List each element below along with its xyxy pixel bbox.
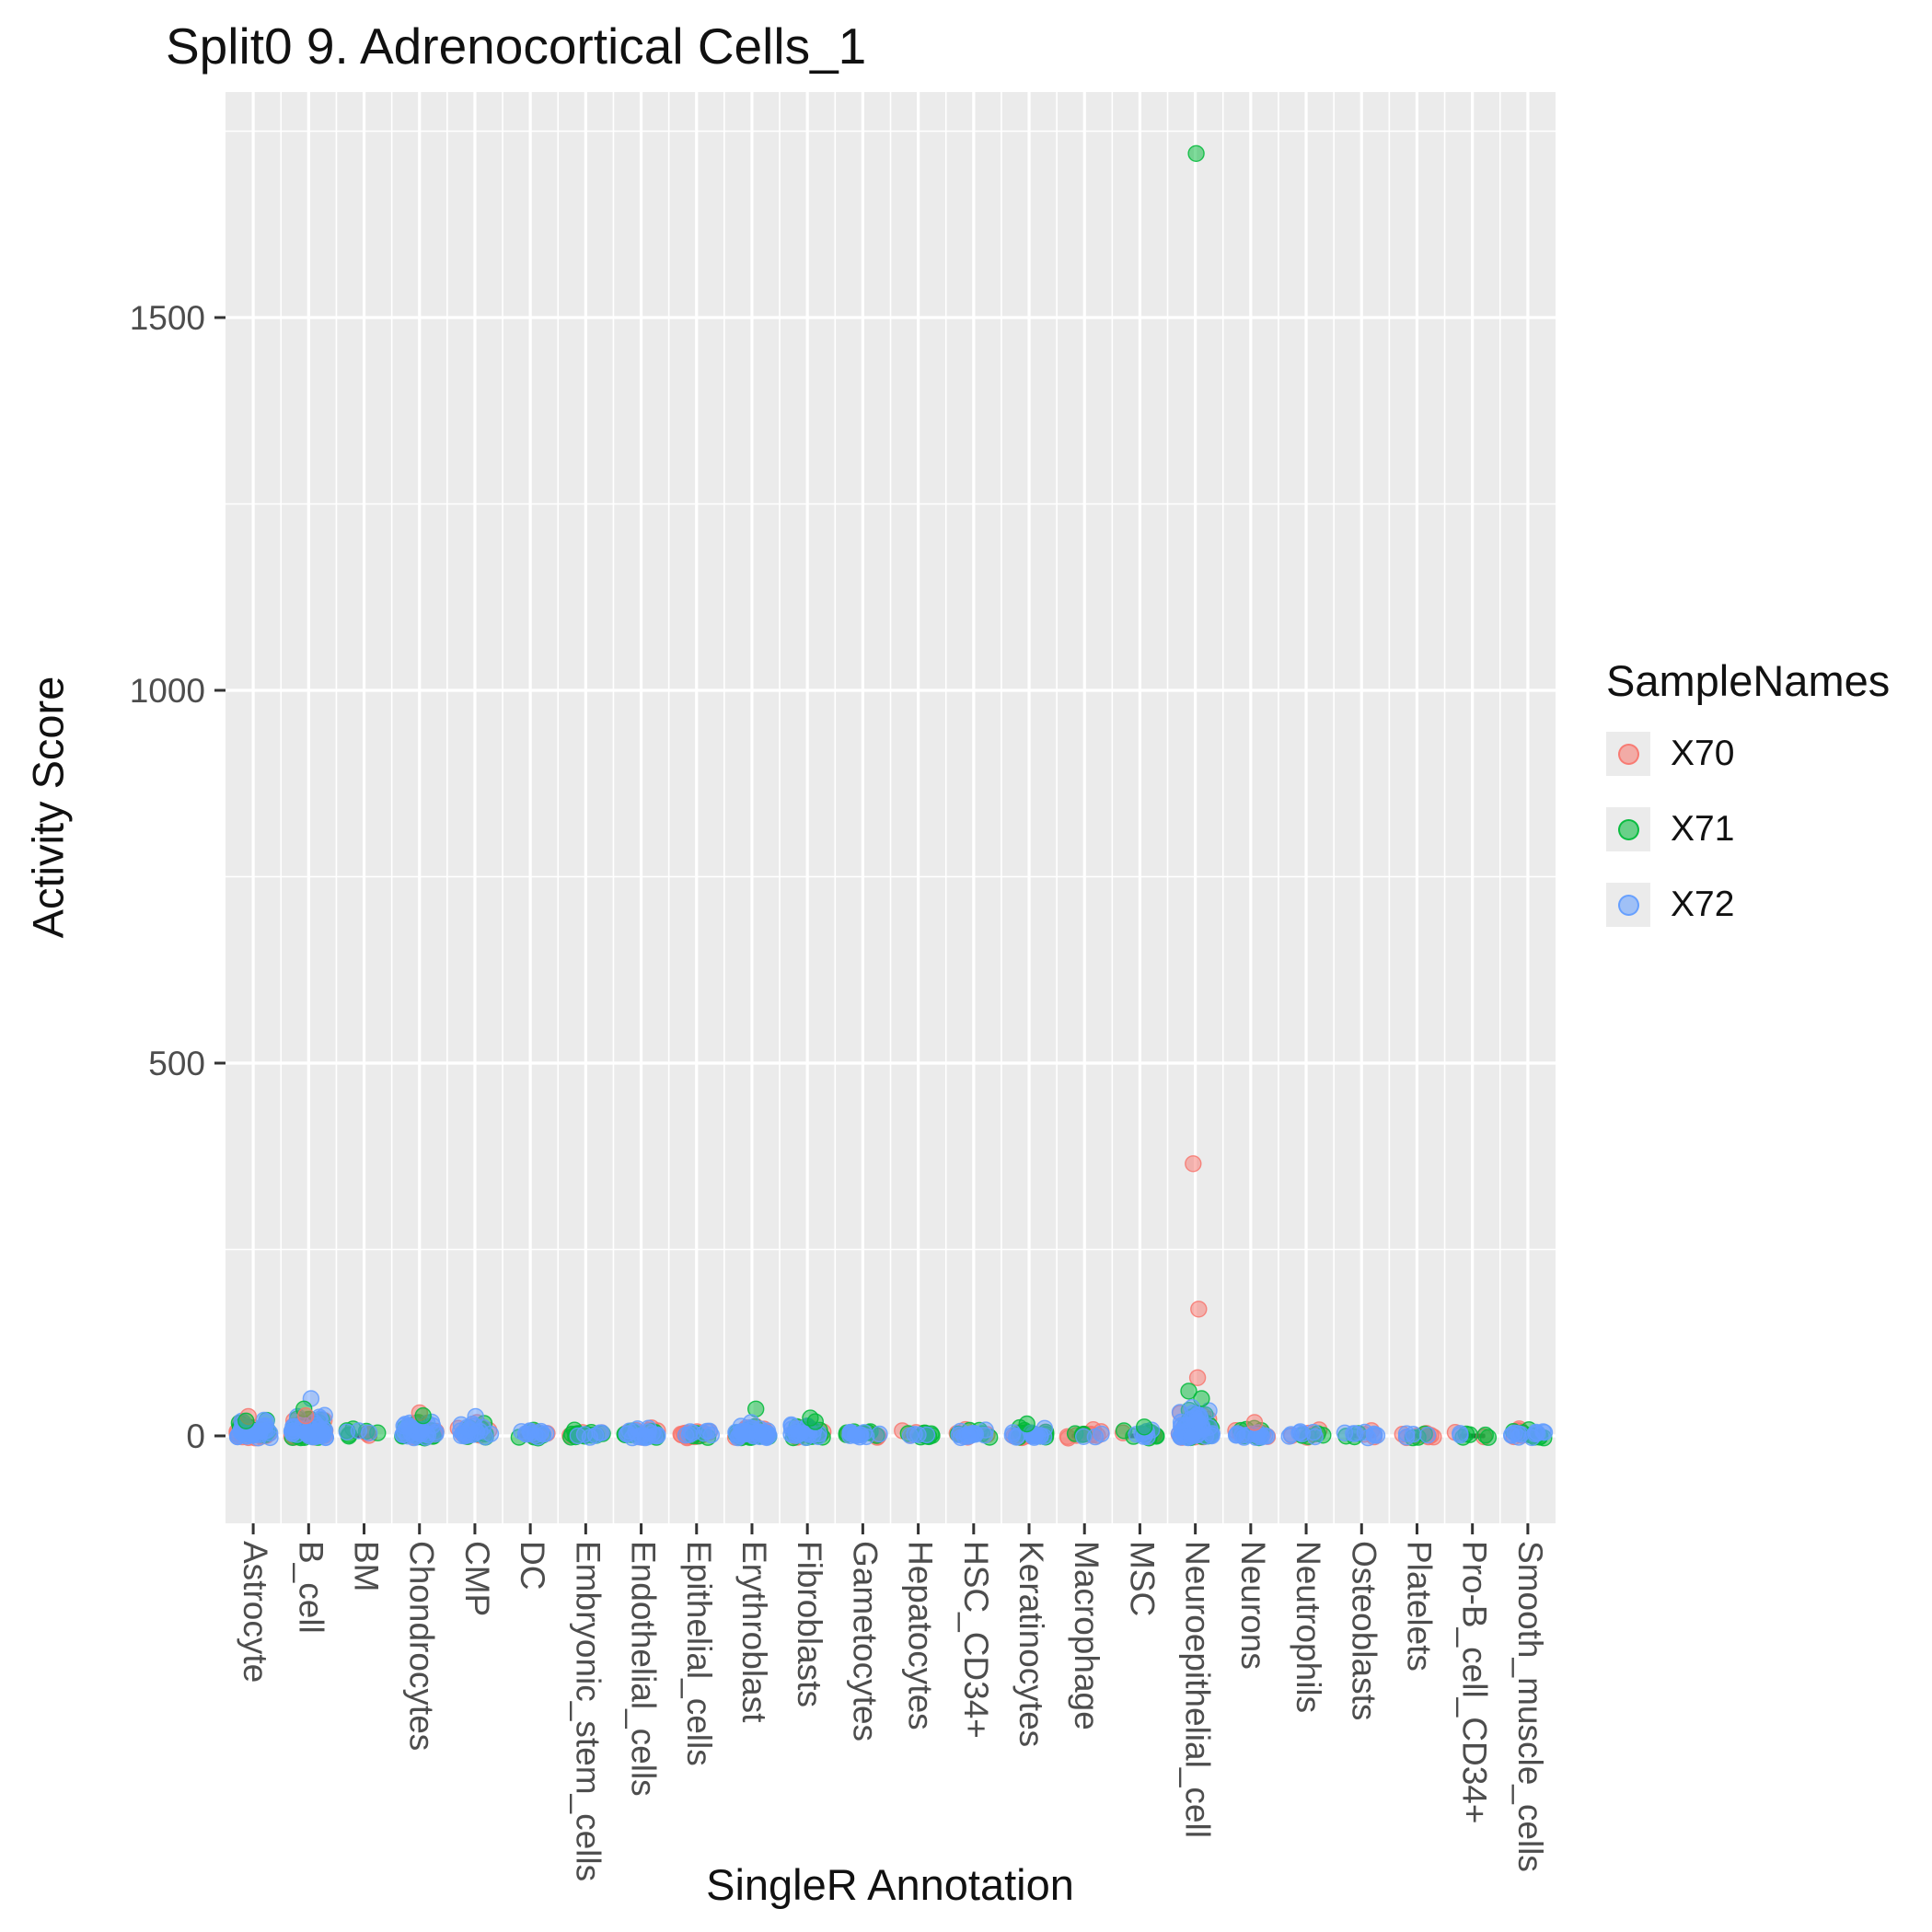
x-tick-label: Neuroepithelial_cell bbox=[1179, 1541, 1217, 1838]
data-point bbox=[1257, 1428, 1276, 1445]
data-point bbox=[467, 1407, 484, 1426]
data-point bbox=[700, 1422, 718, 1440]
legend-entry-x71[interactable]: X71 bbox=[1606, 807, 1890, 851]
data-point bbox=[1479, 1429, 1498, 1446]
x-tick-label: DC bbox=[514, 1541, 551, 1590]
data-point bbox=[1093, 1425, 1110, 1443]
data-points bbox=[228, 145, 1554, 1447]
data-point bbox=[1187, 145, 1205, 163]
x-tick-label: Endothelial_cells bbox=[625, 1541, 663, 1797]
data-point bbox=[1290, 1424, 1308, 1441]
x-tick-label: Astrocyte bbox=[237, 1541, 274, 1683]
x-tick-label: HSC_CD34+ bbox=[957, 1541, 995, 1739]
data-point bbox=[1418, 1426, 1437, 1444]
data-point bbox=[1452, 1425, 1469, 1442]
x-tick-label: Chondrocytes bbox=[403, 1541, 441, 1751]
data-point bbox=[1025, 1429, 1043, 1446]
y-tick-label: 1500 bbox=[130, 299, 205, 337]
x-tick-label: Platelets bbox=[1400, 1541, 1438, 1672]
data-point bbox=[1003, 1427, 1022, 1444]
data-point bbox=[361, 1424, 378, 1442]
legend-entry-x72[interactable]: X72 bbox=[1606, 883, 1890, 927]
legend-key bbox=[1606, 732, 1650, 776]
data-point bbox=[681, 1423, 700, 1440]
data-point bbox=[1523, 1429, 1541, 1447]
data-point bbox=[1503, 1426, 1521, 1443]
data-point bbox=[1245, 1414, 1264, 1431]
data-point bbox=[1397, 1425, 1416, 1442]
data-point bbox=[1183, 1398, 1201, 1417]
data-point bbox=[468, 1423, 485, 1441]
data-point bbox=[1304, 1423, 1323, 1441]
legend-dot-icon bbox=[1617, 818, 1639, 840]
x-tick-label: Embryonic_stem_cells bbox=[569, 1541, 607, 1881]
gridlines bbox=[226, 92, 1556, 1523]
x-tick-label: Keratinocytes bbox=[1012, 1541, 1050, 1747]
x-tick-label: Macrophage bbox=[1068, 1541, 1105, 1730]
legend-label: X72 bbox=[1671, 885, 1735, 924]
data-point bbox=[1365, 1427, 1383, 1444]
legend-entry-x70[interactable]: X70 bbox=[1606, 732, 1890, 776]
x-tick-label: Smooth_muscle_cells bbox=[1511, 1541, 1549, 1872]
data-point bbox=[591, 1424, 608, 1441]
x-tick-label: Epithelial_cells bbox=[680, 1541, 718, 1766]
legend-dot-icon bbox=[1617, 743, 1639, 765]
y-tick-label: 1000 bbox=[130, 672, 205, 710]
data-point bbox=[806, 1413, 824, 1430]
data-point bbox=[297, 1406, 315, 1425]
x-tick-label: Erythroblast bbox=[735, 1541, 773, 1723]
y-tick-label: 0 bbox=[186, 1417, 205, 1455]
data-point bbox=[1188, 1369, 1207, 1387]
data-point bbox=[742, 1414, 760, 1431]
legend-key bbox=[1606, 883, 1650, 927]
x-tick-label: Pro-B_cell_CD34+ bbox=[1456, 1541, 1494, 1823]
data-point bbox=[517, 1425, 536, 1443]
data-point bbox=[871, 1425, 888, 1443]
data-point bbox=[298, 1425, 317, 1443]
legend-label: X71 bbox=[1671, 809, 1735, 849]
data-point bbox=[418, 1425, 435, 1442]
data-point bbox=[619, 1425, 637, 1442]
x-tick-label: MSC bbox=[1123, 1541, 1161, 1616]
data-point bbox=[400, 1418, 419, 1437]
x-tick-label: CMP bbox=[458, 1541, 496, 1616]
x-tick-label: Neurons bbox=[1234, 1541, 1272, 1670]
x-tick-label: BM bbox=[348, 1541, 386, 1592]
data-point bbox=[1135, 1418, 1153, 1436]
data-point bbox=[1183, 1428, 1200, 1445]
data-point bbox=[1018, 1415, 1035, 1433]
data-point bbox=[842, 1423, 860, 1441]
legend-entries: X70 X71 X72 bbox=[1606, 732, 1890, 927]
data-point bbox=[1185, 1155, 1202, 1173]
legend-dot-icon bbox=[1617, 894, 1639, 916]
data-point bbox=[229, 1428, 247, 1446]
data-point bbox=[909, 1426, 927, 1443]
data-point bbox=[414, 1406, 432, 1425]
legend-label: X70 bbox=[1671, 734, 1735, 773]
data-point bbox=[1203, 1427, 1221, 1445]
data-point bbox=[1180, 1382, 1197, 1400]
data-point bbox=[758, 1426, 776, 1443]
data-point bbox=[1190, 1301, 1208, 1318]
x-tick-label: Neutrophils bbox=[1290, 1541, 1327, 1713]
x-tick-label: Fibroblasts bbox=[791, 1541, 828, 1707]
y-axis-title: Activity Score bbox=[23, 676, 73, 939]
axis-ticks: 0 500 1000 1500 Astrocyte B_cell BM Chondrocyte… bbox=[130, 299, 1549, 1881]
data-point bbox=[649, 1427, 666, 1445]
x-tick-label: B_cell bbox=[292, 1541, 330, 1634]
x-tick-label: Gametocytes bbox=[846, 1541, 884, 1741]
x-tick-label: Hepatocytes bbox=[902, 1541, 940, 1730]
data-point bbox=[535, 1426, 552, 1443]
data-point bbox=[237, 1412, 255, 1430]
page-title: Split0 9. Adrenocortical Cells_1 bbox=[166, 17, 867, 75]
data-point bbox=[965, 1426, 983, 1443]
legend-key bbox=[1606, 807, 1650, 851]
legend-title: SampleNames bbox=[1606, 656, 1891, 705]
x-axis-title: SingleR Annotation bbox=[706, 1860, 1074, 1909]
x-tick-label: Osteoblasts bbox=[1345, 1541, 1382, 1720]
y-tick-label: 500 bbox=[148, 1045, 205, 1082]
legend: SampleNames X70 X71 X72 bbox=[1606, 655, 1890, 958]
